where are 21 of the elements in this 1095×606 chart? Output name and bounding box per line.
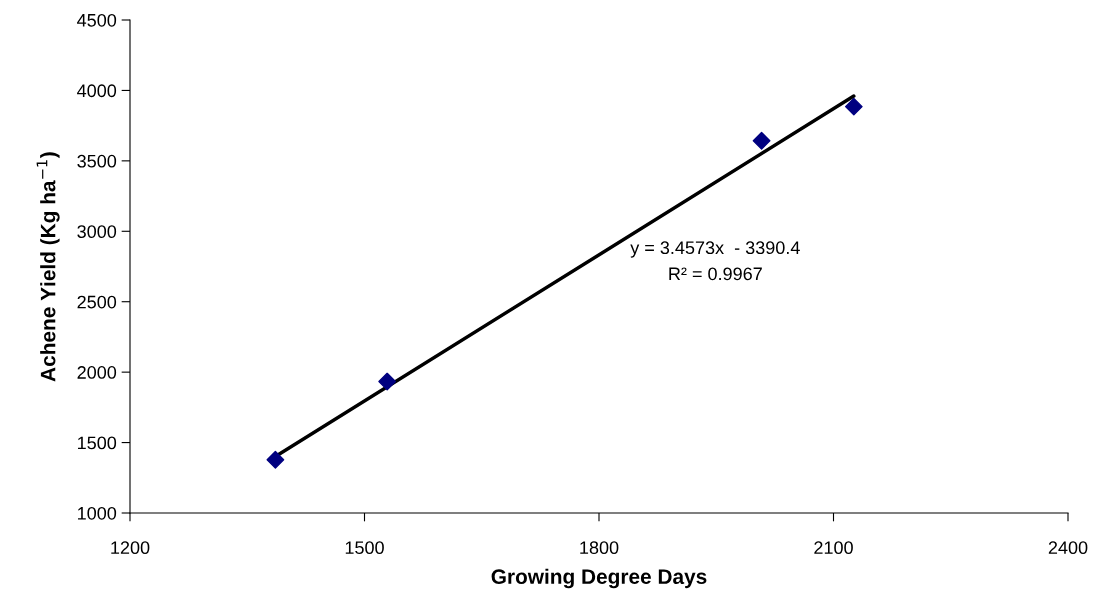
x-tick-label: 1200: [111, 541, 150, 555]
point: [752, 131, 771, 150]
y-tick-label: 2000: [77, 366, 117, 379]
y-tick-label: 3000: [77, 225, 117, 239]
y-tick-label: 3500: [77, 154, 117, 168]
annotation: y = 3.4573x - 3390.4: [630, 241, 800, 258]
x-tick-label: 2100: [814, 541, 853, 555]
point: [378, 372, 397, 391]
y-tick-label: 4500: [77, 13, 117, 27]
x-tick-label: 1500: [345, 541, 384, 555]
annotation: R² = 0.9967: [669, 267, 762, 281]
x-tick-label: 2400: [1048, 541, 1088, 555]
y-axis-title: Achene Yield (Kg ha$^{−1}$): [36, 152, 60, 382]
point: [266, 450, 285, 469]
y-tick-label: 1000: [78, 506, 117, 520]
y-tick-label: 2500: [77, 295, 117, 309]
point: [844, 97, 863, 116]
y-tick-label: 4000: [77, 84, 117, 98]
x-tick-label: 1800: [580, 541, 619, 555]
y-tick-label: 1500: [78, 436, 117, 450]
x-axis-title: Growing Degree Days: [491, 568, 707, 589]
